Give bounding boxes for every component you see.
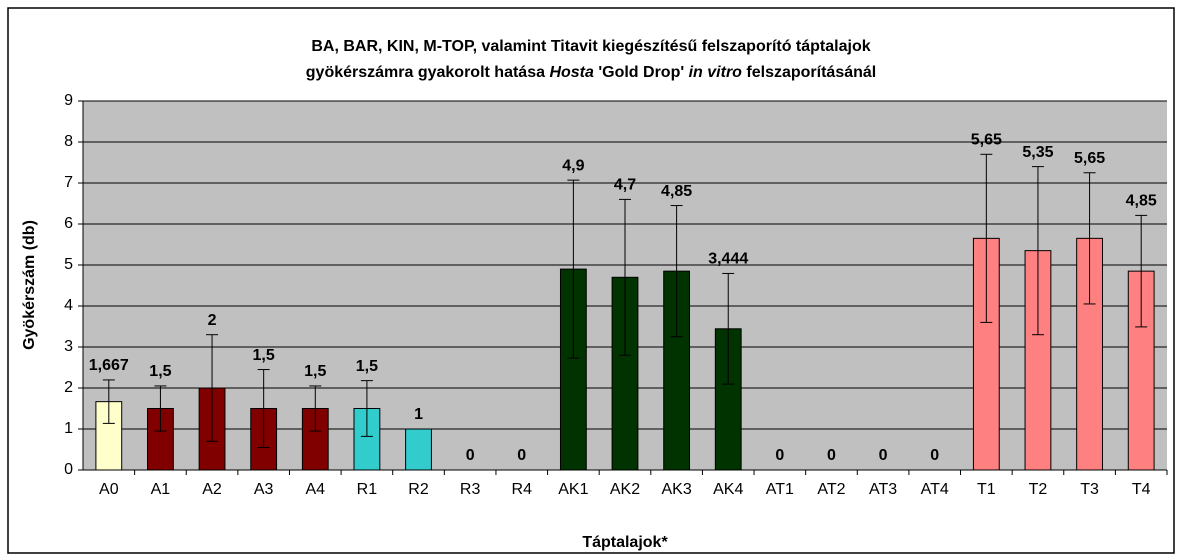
y-tick-label: 1 — [64, 420, 73, 437]
title-segment: in vitro — [689, 64, 743, 81]
data-label: 0 — [930, 447, 939, 464]
x-tick-label: AT1 — [766, 481, 794, 498]
x-tick-label: A3 — [254, 481, 274, 498]
error-bar — [722, 272, 735, 385]
error-bar — [567, 179, 580, 359]
data-label: 1,5 — [253, 347, 275, 364]
y-tick-label: 0 — [64, 461, 73, 478]
x-tick-label: AT4 — [921, 481, 949, 498]
x-tick-label: R2 — [408, 481, 429, 498]
x-tick-label: AK4 — [713, 481, 743, 498]
error-bar — [154, 385, 167, 432]
title-segment: gyökérszámra gyakorolt hatása — [306, 64, 550, 81]
y-tick-label: 3 — [64, 338, 73, 355]
data-label: 0 — [466, 447, 475, 464]
error-bar — [670, 205, 683, 338]
error-bar — [1083, 172, 1096, 305]
y-tick-label: 6 — [64, 215, 73, 232]
error-bar — [257, 369, 270, 448]
data-label: 4,7 — [614, 177, 636, 194]
data-label: 0 — [879, 447, 888, 464]
data-label: 4,85 — [1126, 193, 1157, 210]
error-bar — [1031, 166, 1044, 336]
data-label: 1,5 — [356, 358, 378, 375]
title-segment: felszaporításánál — [742, 64, 876, 81]
x-tick-label: AT2 — [817, 481, 845, 498]
data-label: 5,65 — [1074, 150, 1105, 167]
x-tick-label: A0 — [99, 481, 119, 498]
data-label: 4,85 — [661, 183, 692, 200]
error-bar — [206, 334, 219, 442]
chart-title: gyökérszámra gyakorolt hatása Hosta 'Gol… — [306, 64, 876, 81]
title-segment: Hosta — [549, 64, 594, 81]
x-tick-label: T2 — [1029, 481, 1048, 498]
data-label: 0 — [775, 447, 784, 464]
x-tick-label: A2 — [202, 481, 222, 498]
y-tick-label: 5 — [64, 256, 73, 273]
data-label: 0 — [517, 447, 526, 464]
y-tick-label: 9 — [64, 92, 73, 109]
error-bar — [619, 198, 631, 356]
x-axis-label: Táptalajok* — [582, 534, 668, 551]
y-axis-label: Gyökérszám (db) — [21, 220, 38, 350]
error-bar — [360, 380, 373, 437]
x-tick-label: A4 — [305, 481, 325, 498]
y-tick-label: 4 — [64, 297, 73, 314]
x-tick-label: AK3 — [661, 481, 691, 498]
x-tick-label: R1 — [357, 481, 378, 498]
x-tick-label: T4 — [1132, 481, 1151, 498]
chart-title: BA, BAR, KIN, M-TOP, valamint Titavit ki… — [311, 38, 870, 55]
data-label: 1,5 — [149, 363, 171, 380]
x-tick-label: R3 — [460, 481, 481, 498]
data-label: 1 — [414, 406, 423, 423]
data-label: 5,35 — [1022, 144, 1053, 161]
x-tick-label: AT3 — [869, 481, 897, 498]
data-label: 1,667 — [89, 357, 129, 374]
x-tick-label: T3 — [1080, 481, 1099, 498]
y-tick-label: 8 — [64, 133, 73, 150]
data-label: 5,65 — [971, 132, 1002, 149]
title-segment: 'Gold Drop' — [594, 64, 689, 81]
error-bar — [1135, 214, 1148, 328]
x-tick-label: R4 — [512, 481, 533, 498]
x-tick-label: T1 — [977, 481, 996, 498]
x-tick-label: AK2 — [610, 481, 640, 498]
y-tick-label: 2 — [64, 379, 73, 396]
title-segment: BA, BAR, KIN, M-TOP, valamint Titavit ki… — [311, 38, 870, 55]
data-label: 4,9 — [562, 157, 584, 174]
y-tick-label: 7 — [64, 174, 73, 191]
bar — [405, 428, 432, 471]
x-tick-label: AK1 — [558, 481, 588, 498]
error-bar — [980, 153, 993, 323]
data-label: 0 — [827, 447, 836, 464]
x-tick-label: A1 — [151, 481, 171, 498]
data-label: 2 — [208, 312, 217, 329]
data-label: 3,444 — [708, 251, 748, 268]
error-bar — [102, 379, 115, 424]
error-bar — [309, 385, 322, 432]
data-label: 1,5 — [304, 363, 326, 380]
